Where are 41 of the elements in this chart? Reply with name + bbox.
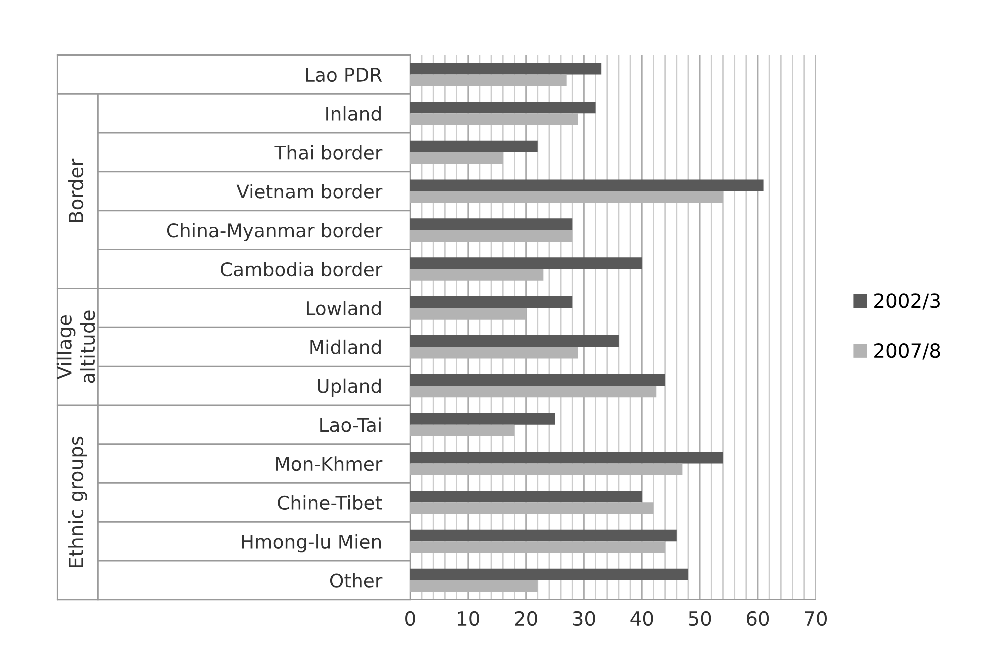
y-tick-label: Mon-Khmer <box>276 456 383 472</box>
bar <box>410 218 573 230</box>
y-tick-label: Thai border <box>274 145 383 160</box>
x-tick-label: 10 <box>458 611 480 626</box>
y-tick-label: Upland <box>318 378 381 397</box>
bar <box>410 63 602 75</box>
bar <box>410 180 764 192</box>
y-tick-label: Vietnam border <box>236 184 383 199</box>
legend-label: 2002/3 <box>874 294 940 310</box>
y-tick-label: Other <box>330 573 383 588</box>
text: Ethnic groups <box>68 436 88 568</box>
bar <box>410 491 642 503</box>
bar <box>410 530 677 542</box>
bar <box>410 102 596 114</box>
y-tick-label: Hmong-lu Mien <box>242 534 382 553</box>
bar <box>410 568 688 580</box>
y-tick-label: Chine-Tibet <box>278 496 382 510</box>
bar <box>410 296 573 308</box>
bar <box>410 258 642 270</box>
y-tick-label: Lao-Tai <box>320 418 381 432</box>
x-tick-label: 50 <box>689 611 712 626</box>
x-tick-label: 70 <box>805 611 828 626</box>
x-tick-label: 60 <box>746 611 770 626</box>
x-tick-label: 20 <box>515 611 538 626</box>
y-tick-label: China-Myanmar border <box>167 223 383 242</box>
y-tick-label: Midland <box>310 340 381 354</box>
bar <box>410 140 538 153</box>
y-tick-label: Inland <box>326 106 381 121</box>
legend-label: 2007/8 <box>874 344 940 360</box>
y-tick-label: Lao PDR <box>306 68 382 82</box>
x-tick-label: 0 <box>406 611 416 626</box>
text: Village altitude <box>56 310 96 384</box>
x-tick-label: 40 <box>630 611 654 626</box>
y-tick-label: Lowland <box>307 301 381 316</box>
bar <box>410 452 724 464</box>
y-tick-label: Cambodia border <box>221 262 383 277</box>
text: Border <box>68 158 84 222</box>
bar <box>410 374 666 386</box>
bar <box>410 413 556 425</box>
bar <box>410 335 619 348</box>
x-tick-label: 30 <box>573 611 596 626</box>
